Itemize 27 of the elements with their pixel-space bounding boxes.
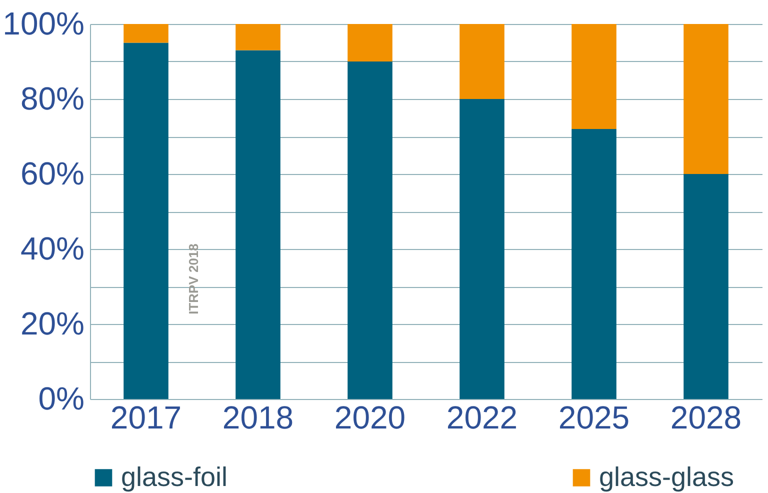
legend-label: glass-foil	[121, 462, 228, 492]
y-tick-label: 100%	[2, 6, 84, 42]
y-tick-label: 40%	[20, 230, 84, 266]
bar	[236, 24, 280, 50]
bar	[460, 24, 504, 99]
bar	[236, 50, 280, 399]
bar	[460, 99, 504, 399]
bar	[348, 62, 392, 399]
x-tick-label: 2017	[110, 400, 182, 436]
bar	[572, 24, 616, 129]
bar	[348, 24, 392, 62]
y-tick-label: 60%	[20, 156, 84, 192]
x-tick-label: 2028	[670, 400, 742, 436]
legend-label: glass-glass	[599, 462, 734, 492]
bar	[684, 24, 728, 174]
x-tick-label: 2018	[222, 400, 294, 436]
y-tick-label: 80%	[20, 80, 84, 116]
x-tick-label: 2022	[446, 400, 518, 436]
x-tick-label: 2025	[558, 400, 630, 436]
bar	[124, 24, 168, 43]
y-tick-label: 20%	[20, 306, 84, 342]
y-tick-label: 0%	[38, 380, 84, 416]
annotation: ITRPV 2018	[186, 244, 201, 314]
bar	[124, 42, 168, 399]
bar	[684, 174, 728, 399]
bar	[572, 129, 616, 399]
x-tick-label: 2020	[334, 400, 406, 436]
